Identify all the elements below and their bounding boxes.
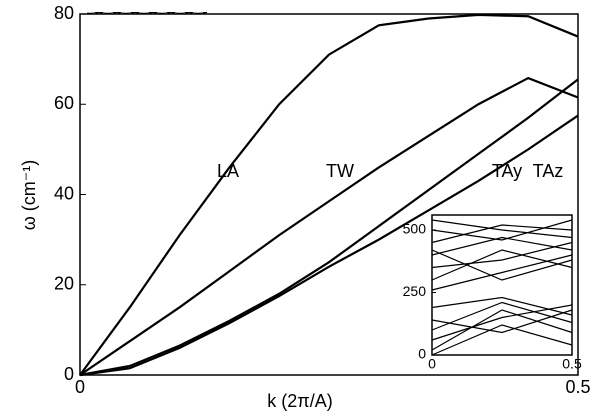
- x-tick-label: 0.5: [562, 356, 582, 372]
- line: [79, 13, 579, 376]
- series-label: TAy: [492, 161, 522, 181]
- y-tick-label: 80: [54, 3, 74, 23]
- plot-frame: [431, 214, 573, 356]
- line: [79, 76, 579, 376]
- series-label: LA: [217, 161, 239, 181]
- line: [431, 241, 573, 269]
- y-tick-label: 40: [54, 183, 74, 203]
- series-label: TAz: [533, 161, 564, 181]
- y-tick-label: 20: [54, 274, 74, 294]
- line: [79, 78, 579, 377]
- line: [431, 219, 573, 239]
- x-axis-label: k (2π/A): [267, 391, 332, 411]
- line: [431, 224, 573, 244]
- line: [79, 114, 579, 377]
- line: [431, 254, 573, 291]
- line: [431, 249, 573, 281]
- line: [431, 309, 573, 351]
- y-tick-label: 250: [403, 283, 427, 299]
- y-axis-label: ω (cm⁻¹): [19, 160, 39, 231]
- line: [431, 301, 573, 331]
- line: [431, 249, 573, 281]
- line: [431, 309, 573, 334]
- x-tick-label: 0: [75, 377, 85, 397]
- line: [431, 296, 573, 316]
- y-tick-label: 0: [418, 346, 426, 362]
- y-tick-label: 60: [54, 93, 74, 113]
- line: [431, 219, 573, 241]
- x-tick-label: 0.5: [565, 377, 590, 397]
- x-tick-label: 0: [428, 356, 436, 372]
- series-label: TW: [326, 161, 354, 181]
- y-tick-label: 0: [64, 364, 74, 384]
- y-tick-label: 500: [403, 221, 427, 237]
- line: [431, 324, 573, 356]
- line: [431, 236, 573, 256]
